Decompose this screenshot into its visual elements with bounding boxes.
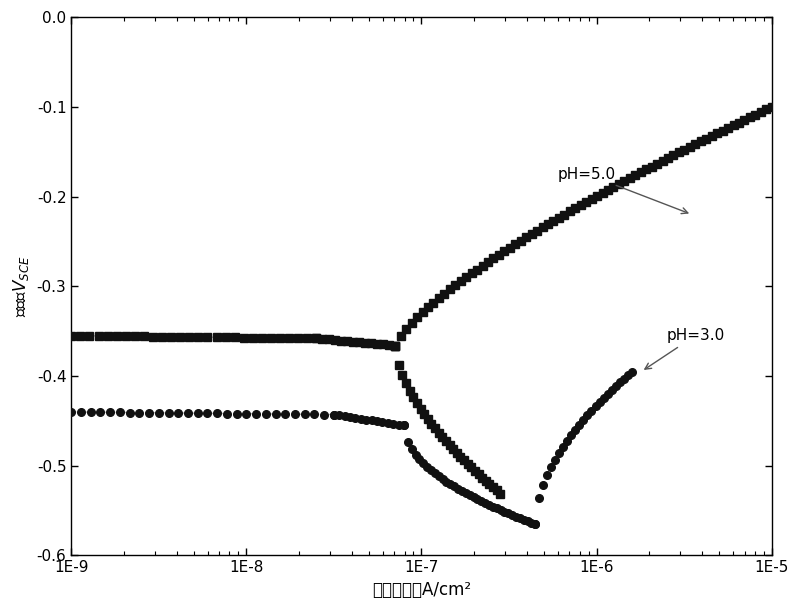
Text: pH=3.0: pH=3.0 [645,328,725,369]
X-axis label: 电流密度，A/cm²: 电流密度，A/cm² [372,581,471,599]
Y-axis label: 电位，$V_{SCE}$: 电位，$V_{SCE}$ [11,256,31,317]
Text: pH=5.0: pH=5.0 [558,167,688,213]
